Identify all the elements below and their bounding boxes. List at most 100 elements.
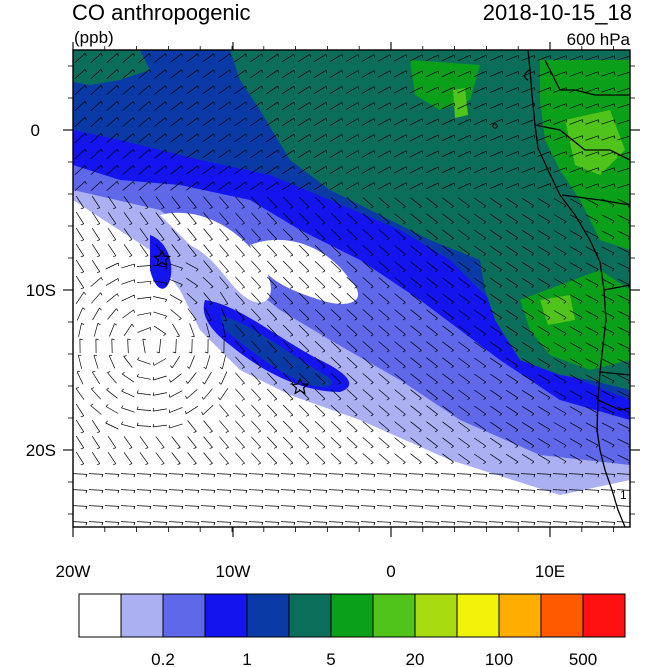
wind-barb-tick (136, 390, 139, 394)
wind-barb (138, 165, 150, 175)
wind-barb (553, 358, 567, 366)
wind-barb-tick (467, 317, 470, 321)
wind-barb (553, 454, 567, 462)
wind-barb (313, 134, 327, 142)
wind-barb (203, 260, 213, 272)
wind-barb-tick (418, 350, 422, 353)
wind-barb-tick (273, 398, 277, 401)
wind-barb-tick (213, 149, 215, 153)
wind-barb (601, 358, 615, 366)
wind-barb (204, 307, 212, 321)
wind-barb-tick (402, 382, 406, 385)
wind-barb (266, 181, 278, 191)
wind-barb-tick (450, 429, 454, 433)
wind-barb-tick (80, 255, 84, 258)
wind-barb-tick (357, 522, 360, 526)
wind-barb (458, 245, 470, 255)
wind-barb-tick (229, 85, 231, 89)
wind-barb-tick (261, 165, 263, 169)
wind-barb (377, 102, 391, 110)
wind-barb-tick (241, 430, 245, 433)
wind-barb (91, 452, 101, 464)
wind-barb-tick (418, 462, 422, 465)
wind-barb-tick (306, 238, 310, 241)
wind-barb (155, 196, 165, 208)
wind-barb-tick (405, 474, 408, 478)
wind-barb-tick (100, 117, 103, 121)
wind-barb (136, 265, 152, 267)
wind-barb-tick (121, 388, 124, 392)
wind-barb (90, 117, 102, 127)
wind-barb-tick (241, 350, 245, 353)
wind-barb-tick (145, 207, 149, 209)
wind-barb (584, 521, 600, 523)
wind-barb (314, 436, 326, 448)
wind-barb (426, 453, 438, 463)
wind-barb (297, 134, 311, 142)
wind-barb (553, 103, 567, 109)
wind-barb-tick (218, 382, 222, 385)
wind-barb (108, 355, 116, 369)
wind-barb (473, 182, 487, 190)
wind-barb (569, 358, 583, 366)
wind-barb-tick (165, 490, 168, 494)
wind-barb-tick (181, 101, 183, 105)
wind-barb-tick (241, 286, 245, 289)
wind-barb-tick (370, 366, 374, 369)
wind-barb-tick (531, 301, 535, 304)
wind-barb-tick (116, 53, 119, 57)
wind-barb (250, 181, 262, 191)
wind-barb (425, 150, 439, 158)
wind-barb (521, 438, 535, 446)
wind-barb (378, 437, 390, 447)
wind-barb (73, 473, 88, 475)
wind-barb (585, 438, 599, 446)
wind-barb (537, 438, 551, 446)
wind-barb-tick (421, 54, 424, 58)
wind-barb-tick (357, 182, 360, 186)
wind-barb-tick (100, 149, 103, 153)
wind-barb (394, 245, 406, 255)
wind-barb (281, 165, 295, 175)
wind-barb-tick (273, 318, 277, 321)
wind-barb-tick (145, 255, 149, 257)
wind-barb (458, 453, 470, 463)
wind-barb (91, 292, 101, 304)
wind-barb-tick (132, 69, 135, 73)
wind-barb (600, 473, 616, 475)
wind-barb (488, 473, 504, 475)
wind-barb (553, 230, 567, 238)
wind-barb (139, 196, 149, 208)
wind-barb (553, 406, 567, 414)
wind-barb (74, 85, 86, 95)
wind-barb (505, 229, 519, 239)
wind-barb-tick (434, 414, 438, 417)
wind-barb-tick (123, 355, 127, 357)
wind-barb (474, 229, 486, 239)
wind-barb (313, 118, 327, 126)
wind-barb-tick (515, 397, 519, 400)
wind-barb (266, 69, 278, 79)
wind-barb (489, 70, 503, 78)
wind-barb (219, 196, 229, 208)
wind-barb (345, 70, 359, 78)
wind-barb (280, 521, 296, 523)
wind-barb (426, 245, 438, 255)
wind-barb (585, 278, 599, 286)
wind-barb-tick (208, 319, 212, 322)
wind-barb-tick (373, 166, 376, 170)
wind-barb (362, 325, 374, 335)
wind-barb (617, 230, 630, 238)
wind-barb-tick (485, 490, 488, 494)
colorbar-swatch (78, 593, 122, 638)
wind-barb (442, 341, 454, 351)
wind-barb (521, 246, 535, 254)
wind-barb (330, 212, 342, 224)
wind-barb (280, 473, 296, 475)
wind-barb (329, 118, 343, 126)
wind-barb-tick (218, 397, 221, 401)
wind-barb (505, 197, 519, 207)
wind-barb-tick (149, 149, 151, 153)
wind-barb (138, 117, 150, 127)
wind-barb (297, 166, 311, 174)
